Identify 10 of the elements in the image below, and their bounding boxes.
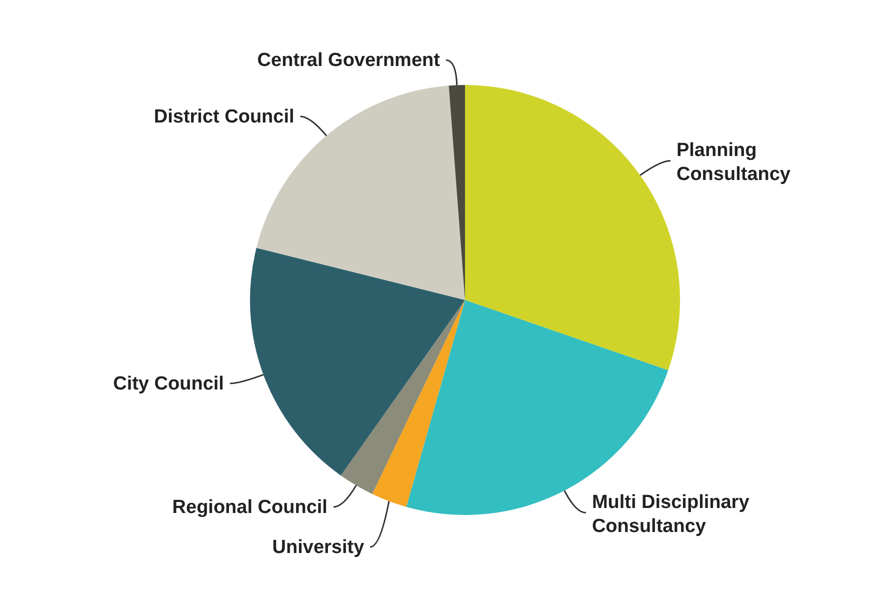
slice-label: District Council — [154, 106, 294, 128]
slice-label: Central Government — [257, 50, 441, 72]
slice-label: Multi Disciplinary Consultancy — [592, 492, 750, 537]
slice-label: Regional Council — [172, 496, 328, 518]
pie-slice — [250, 248, 465, 476]
pie-slice — [340, 300, 465, 494]
slice-label: University — [272, 536, 365, 558]
slice-label: Planning Consultancy — [676, 140, 791, 185]
pie-slice — [372, 300, 465, 507]
slice-label: City Council — [113, 373, 224, 394]
